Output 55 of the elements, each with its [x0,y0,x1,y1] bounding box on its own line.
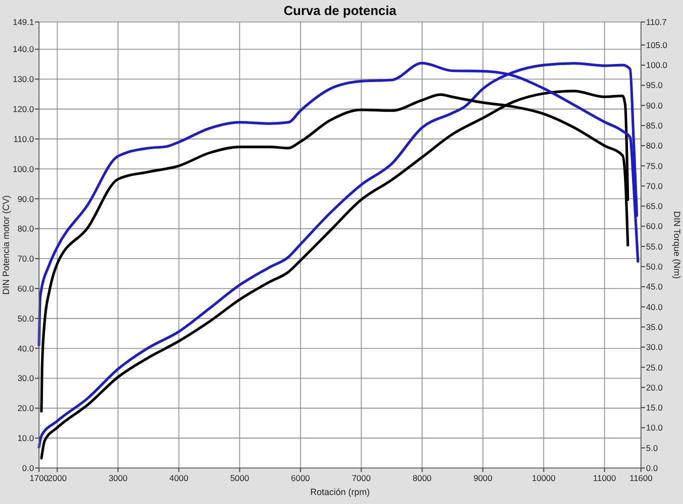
y-tick-label: 60.0 [17,284,34,294]
x-tick-label: 5000 [230,473,250,483]
y-tick-label: 120.0 [12,104,34,114]
x-tick-label: 4000 [169,473,189,483]
x-tick-label: 2000 [48,473,67,483]
x-tick-label: 9000 [473,473,493,483]
y2-tick-label: 105.0 [646,40,668,50]
x-tick-label: 11600 [629,473,653,483]
y2-tick-label: 80.0 [646,140,663,151]
y-tick-label: 149.1 [12,16,34,27]
y2-tick-label: 65.0 [646,201,663,212]
y-tick-label: 80.0 [17,224,34,234]
y-tick-label: 130.0 [12,74,34,84]
y2-tick-label: 15.0 [646,402,663,413]
y-tick-label: 10.0 [17,433,34,444]
y2-tick-label: 55.0 [646,241,663,252]
y2-tick-label: 85.0 [646,120,663,131]
y-tick-label: 50.0 [17,313,34,324]
y-tick-label: 140.0 [12,44,34,54]
y2-axis-title: DIN Torque (Nm) [672,211,682,279]
x-axis-title: Rotación (rpm) [310,487,370,497]
x-tick-label: 1700 [30,473,49,483]
x-tick-label: 3000 [108,473,128,483]
y-tick-label: 0.0 [22,462,34,473]
y2-tick-label: 0.0 [646,462,658,473]
y2-tick-label: 110.7 [646,16,667,27]
y2-tick-label: 20.0 [646,382,663,392]
y-tick-label: 70.0 [17,254,34,264]
x-tick-label: 10000 [532,473,556,483]
y-axis-title: DIN Potencia motor (CV) [1,195,11,295]
x-tick-label: 6000 [291,473,310,483]
y2-tick-label: 35.0 [646,322,663,332]
y2-tick-label: 70.0 [646,180,663,191]
y2-tick-label: 10.0 [646,422,663,433]
y2-tick-label: 95.0 [646,80,663,90]
x-tick-label: 7000 [352,473,372,483]
x-tick-label: 11000 [593,473,616,483]
y2-tick-label: 100.0 [646,60,668,70]
chart-title: Curva de potencia [284,3,398,18]
y-tick-label: 100.0 [12,164,34,174]
y-tick-label: 20.0 [17,403,34,414]
x-tick-label: 8000 [412,473,432,483]
y-tick-label: 90.0 [17,194,34,204]
y2-tick-label: 40.0 [646,302,663,312]
y2-tick-label: 45.0 [646,282,663,292]
y-tick-label: 40.0 [17,343,34,354]
y-tick-label: 110.0 [13,134,34,144]
y2-tick-label: 30.0 [646,342,663,352]
y2-tick-label: 60.0 [646,221,663,232]
y-tick-label: 30.0 [17,373,34,384]
y2-tick-label: 75.0 [646,160,663,171]
y2-tick-label: 50.0 [646,262,663,272]
y2-tick-label: 5.0 [646,442,658,453]
y2-tick-label: 25.0 [646,362,663,372]
y2-tick-label: 90.0 [646,100,663,110]
